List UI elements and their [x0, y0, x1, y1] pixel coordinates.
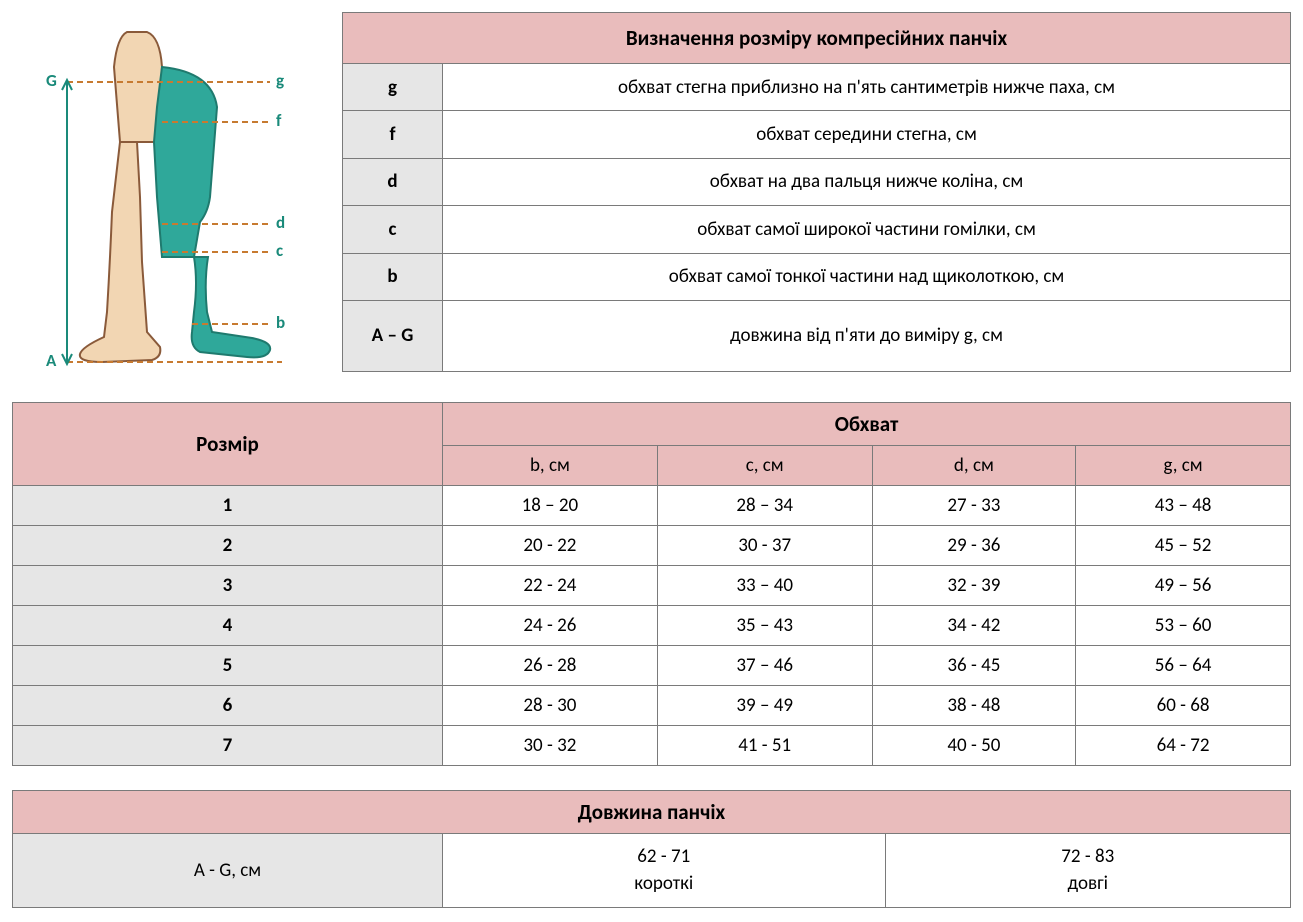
diagram-label-c: c [276, 240, 283, 261]
size-value: 38 - 48 [872, 686, 1076, 726]
definition-key: c [343, 206, 443, 253]
size-table: Розмір Обхват b, смc, смd, смg, см 118 –… [12, 402, 1291, 766]
size-value: 39 – 49 [657, 686, 872, 726]
diagram-label-b: b [276, 312, 285, 333]
definitions-title: Визначення розміру компресійних панчіх [343, 13, 1291, 64]
length-long-range: 72 - 83 [1061, 845, 1114, 868]
size-value: 45 – 52 [1076, 526, 1291, 566]
size-value: 49 – 56 [1076, 566, 1291, 606]
diagram-label-g: g [276, 70, 284, 91]
diagram-label-A: A [46, 350, 56, 371]
definition-desc: обхват самої широкої частини гомілки, см [443, 206, 1291, 253]
size-value: 26 - 28 [443, 646, 658, 686]
size-cell: 4 [13, 606, 443, 646]
size-value: 35 – 43 [657, 606, 872, 646]
length-long: 72 - 83 довгі [885, 834, 1290, 908]
size-value: 24 - 26 [443, 606, 658, 646]
size-value: 18 – 20 [443, 486, 658, 526]
leg-measurement-diagram: G A g f d c b [12, 12, 322, 372]
size-value: 29 - 36 [872, 526, 1076, 566]
length-short: 62 - 71 короткі [443, 834, 886, 908]
size-cell: 2 [13, 526, 443, 566]
size-column-header: b, см [443, 446, 658, 486]
size-value: 20 - 22 [443, 526, 658, 566]
size-value: 34 - 42 [872, 606, 1076, 646]
diagram-label-G: G [46, 70, 57, 91]
size-cell: 5 [13, 646, 443, 686]
circumference-header: Обхват [443, 403, 1291, 446]
size-value: 30 - 37 [657, 526, 872, 566]
definition-key: f [343, 111, 443, 158]
size-value: 32 - 39 [872, 566, 1076, 606]
size-value: 33 – 40 [657, 566, 872, 606]
length-title: Довжина панчіх [13, 791, 1291, 834]
size-value: 40 - 50 [872, 726, 1076, 766]
length-short-range: 62 - 71 [637, 845, 690, 868]
size-value: 36 - 45 [872, 646, 1076, 686]
size-cell: 6 [13, 686, 443, 726]
size-value: 60 - 68 [1076, 686, 1291, 726]
definition-desc: обхват стегна приблизно на п'ять сантиме… [443, 63, 1291, 110]
length-short-label: короткі [634, 872, 693, 895]
size-value: 22 - 24 [443, 566, 658, 606]
size-value: 30 - 32 [443, 726, 658, 766]
size-header: Розмір [13, 403, 443, 486]
definition-desc: обхват на два пальця нижче коліна, см [443, 158, 1291, 205]
length-row-label: A - G, см [13, 834, 443, 908]
size-value: 28 – 34 [657, 486, 872, 526]
size-value: 53 – 60 [1076, 606, 1291, 646]
size-column-header: c, см [657, 446, 872, 486]
size-value: 56 – 64 [1076, 646, 1291, 686]
size-cell: 1 [13, 486, 443, 526]
size-value: 41 - 51 [657, 726, 872, 766]
definition-key: b [343, 253, 443, 300]
definition-key: g [343, 63, 443, 110]
definition-key: d [343, 158, 443, 205]
size-value: 28 - 30 [443, 686, 658, 726]
size-value: 43 – 48 [1076, 486, 1291, 526]
definition-desc: обхват середини стегна, см [443, 111, 1291, 158]
diagram-label-d: d [276, 212, 285, 233]
length-long-label: довгі [1068, 872, 1108, 895]
definition-key: A – G [343, 300, 443, 371]
size-value: 27 - 33 [872, 486, 1076, 526]
definitions-table: Визначення розміру компресійних панчіх g… [342, 12, 1291, 372]
size-value: 64 - 72 [1076, 726, 1291, 766]
length-table: Довжина панчіх A - G, см 62 - 71 короткі… [12, 790, 1291, 908]
diagram-label-f: f [276, 110, 281, 131]
size-column-header: d, см [872, 446, 1076, 486]
size-value: 37 – 46 [657, 646, 872, 686]
size-cell: 3 [13, 566, 443, 606]
size-cell: 7 [13, 726, 443, 766]
definition-desc: довжина від п'яти до виміру g, см [443, 300, 1291, 371]
definition-desc: обхват самої тонкої частини над щиколотк… [443, 253, 1291, 300]
size-column-header: g, см [1076, 446, 1291, 486]
